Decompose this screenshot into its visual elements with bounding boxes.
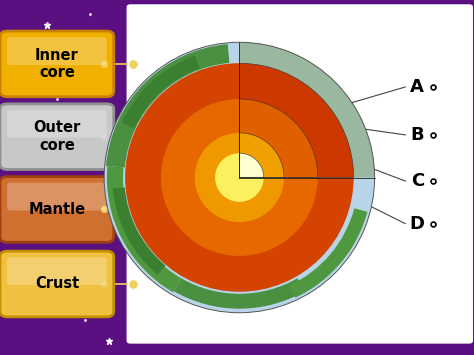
FancyBboxPatch shape: [7, 37, 107, 65]
FancyBboxPatch shape: [0, 104, 114, 170]
Circle shape: [215, 153, 264, 202]
Wedge shape: [239, 99, 318, 178]
Text: C: C: [411, 172, 424, 190]
Wedge shape: [174, 278, 305, 309]
FancyBboxPatch shape: [0, 251, 114, 317]
Text: Crust: Crust: [35, 277, 79, 291]
FancyBboxPatch shape: [127, 4, 473, 344]
Wedge shape: [122, 55, 200, 129]
FancyBboxPatch shape: [7, 182, 107, 211]
Wedge shape: [239, 153, 264, 178]
FancyBboxPatch shape: [7, 110, 107, 138]
Wedge shape: [239, 42, 374, 178]
Wedge shape: [106, 44, 229, 168]
FancyBboxPatch shape: [0, 31, 114, 97]
FancyBboxPatch shape: [0, 177, 114, 242]
Wedge shape: [107, 166, 181, 292]
Circle shape: [104, 42, 374, 313]
Circle shape: [125, 63, 354, 292]
Text: Mantle: Mantle: [28, 202, 85, 217]
Wedge shape: [290, 208, 367, 297]
Text: Inner
core: Inner core: [35, 48, 79, 80]
Text: A: A: [410, 78, 424, 96]
Circle shape: [161, 99, 318, 256]
Wedge shape: [239, 133, 284, 178]
Text: B: B: [410, 126, 424, 144]
Text: D: D: [409, 215, 424, 233]
Text: Outer
core: Outer core: [33, 120, 81, 153]
FancyBboxPatch shape: [7, 257, 107, 285]
Wedge shape: [113, 187, 165, 275]
Wedge shape: [239, 63, 354, 178]
Circle shape: [195, 133, 284, 222]
